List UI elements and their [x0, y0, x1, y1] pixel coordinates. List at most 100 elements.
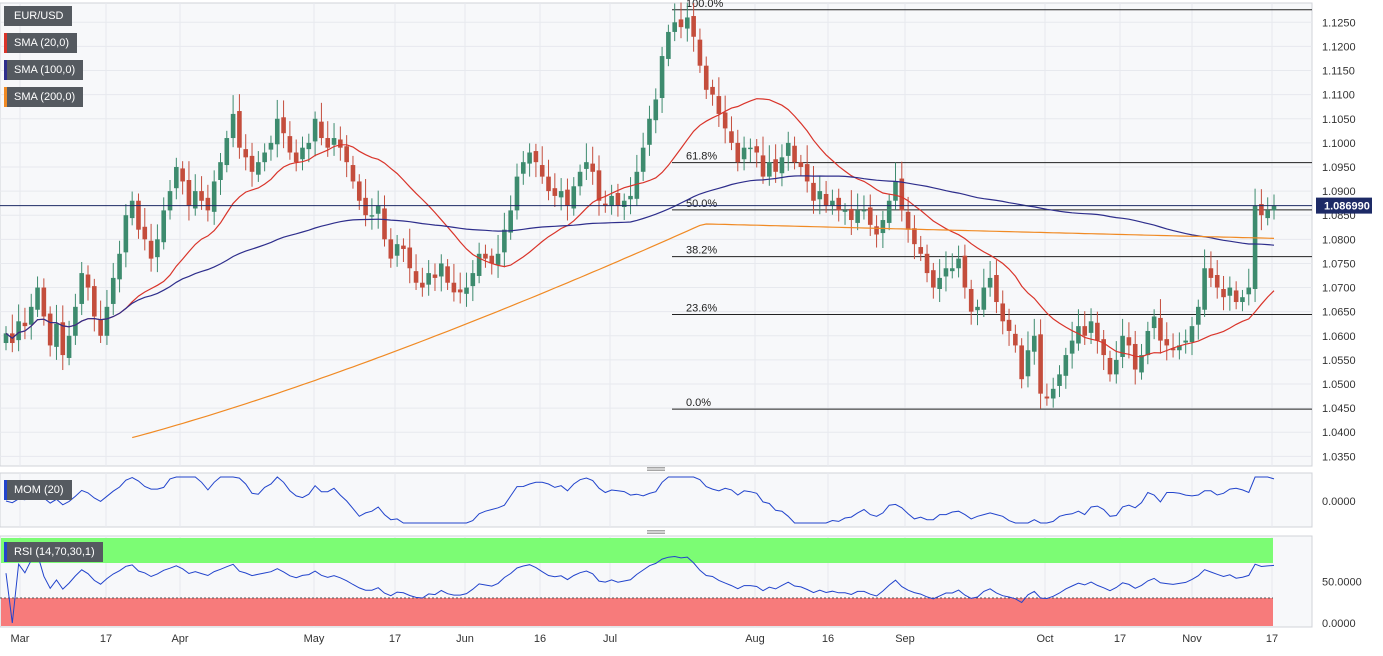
- rsi-zones: [0, 538, 1273, 626]
- legend-symbol-label: EUR/USD: [14, 10, 64, 22]
- price-tick-label: 1.0700: [1322, 283, 1356, 295]
- candle-body: [931, 270, 936, 288]
- candle-body: [306, 142, 312, 150]
- candle-body: [66, 335, 72, 358]
- legend-swatch: [4, 33, 7, 53]
- candle-body: [1082, 326, 1088, 336]
- candle-body: [546, 176, 551, 192]
- legend-symbol[interactable]: EUR/USD: [4, 6, 72, 26]
- legend-swatch: [4, 542, 7, 562]
- price-tick-label: 1.1100: [1322, 90, 1355, 102]
- candle-body: [1177, 345, 1182, 351]
- legend-sma100[interactable]: SMA (100,0): [4, 60, 84, 80]
- candle-body: [874, 226, 879, 235]
- candle-body: [218, 162, 223, 181]
- candle-body: [1164, 339, 1170, 346]
- candle-body: [98, 319, 103, 336]
- price-tick-label: 1.0450: [1322, 403, 1356, 415]
- mom-line: [5, 476, 1275, 524]
- candle-body: [249, 155, 255, 172]
- candle-body: [666, 31, 671, 59]
- price-tick-label: 1.0750: [1322, 258, 1356, 270]
- sma100-line: [5, 175, 1275, 339]
- candle-body: [1057, 374, 1062, 386]
- candle-body: [842, 210, 848, 212]
- candle-body: [92, 286, 97, 317]
- candle-body: [1221, 288, 1226, 298]
- candle-body: [640, 147, 646, 172]
- candle-body: [104, 306, 110, 336]
- legend-sma200[interactable]: SMA (200,0): [4, 87, 84, 107]
- candle-body: [41, 287, 47, 317]
- candle-body: [464, 287, 469, 294]
- candle-body: [924, 253, 930, 274]
- rsi-oversold-zone: [1, 598, 1273, 626]
- candle-body: [495, 253, 501, 265]
- candle-body: [949, 268, 955, 272]
- legend-rsi[interactable]: RSI (14,70,30,1): [4, 542, 103, 562]
- candle-body: [741, 147, 747, 160]
- candle-body: [1202, 268, 1207, 310]
- price-tick-label: 1.0500: [1322, 379, 1356, 391]
- candle-body: [426, 273, 431, 285]
- candle-body: [60, 322, 66, 356]
- candle-body: [388, 239, 394, 259]
- x-tick-label: Nov: [1182, 633, 1202, 645]
- candle-body: [312, 118, 318, 142]
- legend-mom[interactable]: MOM (20): [4, 480, 72, 500]
- candle-body: [861, 210, 867, 212]
- candle-body: [558, 191, 564, 198]
- candle-body: [438, 263, 444, 277]
- candle-body: [678, 19, 684, 28]
- candle-body: [375, 205, 381, 214]
- candle-body: [483, 253, 488, 259]
- legend-sma20[interactable]: SMA (20,0): [4, 33, 78, 53]
- candle-body: [836, 197, 842, 211]
- rsi-overbought-zone: [1, 538, 1273, 563]
- candle-body: [180, 168, 185, 182]
- last-price-label: 1.086990: [1324, 201, 1370, 213]
- candle-body: [754, 146, 760, 153]
- candle-body: [603, 203, 608, 206]
- candle-body: [142, 226, 148, 240]
- x-tick-label: Mar: [11, 633, 30, 645]
- candle-body: [722, 112, 728, 129]
- candle-body: [1069, 340, 1075, 354]
- panel-resize-handle[interactable]: [647, 467, 665, 471]
- candle-body: [811, 182, 816, 201]
- candle-body: [1208, 268, 1214, 278]
- indicator-lines: [5, 476, 1275, 624]
- x-tick-label: 17: [1114, 633, 1126, 645]
- price-tick-label: 1.0350: [1322, 451, 1356, 463]
- candle-body: [703, 65, 709, 90]
- candle-body: [830, 200, 835, 206]
- candle-body: [369, 215, 375, 217]
- candle-body: [1000, 303, 1006, 322]
- sma-lines: [5, 98, 1275, 439]
- candle-body: [413, 271, 419, 283]
- candle-body: [1101, 339, 1106, 356]
- x-tick-label: Oct: [1036, 633, 1053, 645]
- panel-resize-handle[interactable]: [647, 530, 665, 534]
- candle-body: [653, 99, 659, 121]
- x-tick-label: May: [304, 633, 325, 645]
- panel-resize-handles[interactable]: [647, 467, 665, 534]
- candle-body: [880, 220, 886, 234]
- candle-body: [382, 208, 387, 240]
- fib-label: 38.2%: [686, 245, 717, 257]
- candle-body: [659, 56, 665, 99]
- price-tick-label: 1.0400: [1322, 427, 1356, 439]
- fib-label: 50.0%: [686, 198, 717, 210]
- candle-body: [16, 321, 21, 341]
- candle-body: [401, 245, 406, 249]
- candle-body: [28, 306, 34, 325]
- candle-body: [867, 207, 873, 225]
- candle-body: [470, 273, 476, 287]
- candle-body: [1006, 319, 1012, 331]
- candle-body: [262, 152, 267, 163]
- panel-bg: [0, 472, 1313, 528]
- candle-body: [779, 157, 785, 174]
- legend-sma20-label: SMA (20,0): [14, 37, 70, 49]
- price-tick-label: 1.0650: [1322, 307, 1356, 319]
